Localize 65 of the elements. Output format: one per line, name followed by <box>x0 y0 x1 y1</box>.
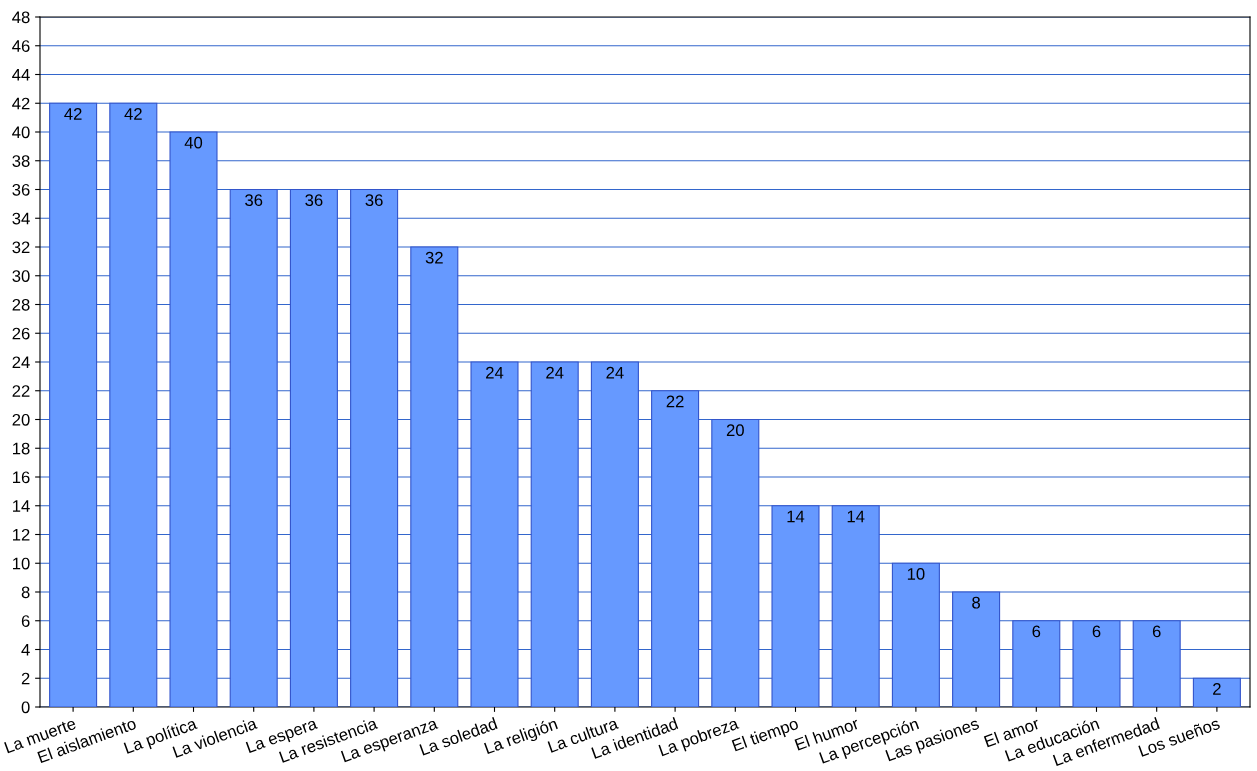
bar <box>109 102 158 707</box>
bar <box>49 102 98 707</box>
data-label: 10 <box>907 568 925 580</box>
bar <box>229 188 278 707</box>
y-tick-label: 0 <box>21 701 30 714</box>
bar <box>1072 620 1121 707</box>
data-label: 42 <box>124 108 142 120</box>
y-tick-label: 26 <box>12 327 30 340</box>
y-tick-label: 6 <box>21 615 30 627</box>
bar <box>289 188 338 707</box>
data-label: 32 <box>425 251 443 264</box>
data-label: 2 <box>1213 683 1221 695</box>
y-tick-label: 44 <box>12 69 30 81</box>
bar <box>952 591 1001 707</box>
data-label: 24 <box>546 366 564 379</box>
y-tick-label: 22 <box>12 385 30 397</box>
bar <box>711 418 760 707</box>
data-label: 36 <box>365 194 383 207</box>
y-tick-label: 34 <box>12 212 30 225</box>
bar <box>590 361 639 707</box>
data-label: 42 <box>64 108 82 120</box>
data-label: 40 <box>184 136 203 149</box>
data-label: 36 <box>305 194 323 207</box>
y-tick-label: 14 <box>13 500 30 512</box>
bar <box>831 505 880 707</box>
bar <box>169 131 218 707</box>
bar <box>470 361 519 707</box>
y-tick-label: 48 <box>12 11 30 24</box>
data-label: 6 <box>1092 625 1101 638</box>
y-tick-label: 12 <box>13 528 30 541</box>
bar <box>1192 677 1241 707</box>
bar <box>1132 620 1181 707</box>
y-tick-label: 40 <box>12 126 30 139</box>
y-tick-label: 24 <box>12 356 30 369</box>
y-tick-label: 4 <box>21 644 30 656</box>
y-tick-label: 42 <box>12 97 30 110</box>
data-label: 20 <box>726 424 744 437</box>
data-label: 24 <box>486 366 504 379</box>
y-tick-label: 18 <box>13 442 30 455</box>
y-tick-label: 46 <box>12 40 30 52</box>
y-tick-label: 20 <box>12 413 30 426</box>
y-tick-label: 38 <box>12 155 30 167</box>
y-tick-label: 32 <box>12 241 30 254</box>
data-label: 14 <box>847 510 865 523</box>
bar <box>1012 620 1061 707</box>
bar <box>530 361 579 707</box>
data-label: 6 <box>1152 625 1161 638</box>
bar <box>350 188 399 707</box>
data-label: 6 <box>1032 625 1041 638</box>
data-label: 22 <box>666 395 684 408</box>
y-tick-label: 2 <box>21 672 30 685</box>
data-label: 8 <box>972 596 980 609</box>
y-tick-label: 36 <box>12 183 30 196</box>
y-tick-label: 28 <box>12 298 30 311</box>
data-label: 36 <box>245 194 263 207</box>
bar <box>410 246 459 707</box>
y-tick-label: 8 <box>21 586 30 599</box>
bar <box>891 562 940 707</box>
y-tick-label: 30 <box>12 270 30 282</box>
y-tick-label: 10 <box>13 557 30 570</box>
y-tick-label: 16 <box>13 471 30 484</box>
bar <box>771 505 820 707</box>
data-label: 24 <box>606 366 624 379</box>
data-label: 14 <box>787 510 805 523</box>
bar <box>651 390 700 707</box>
